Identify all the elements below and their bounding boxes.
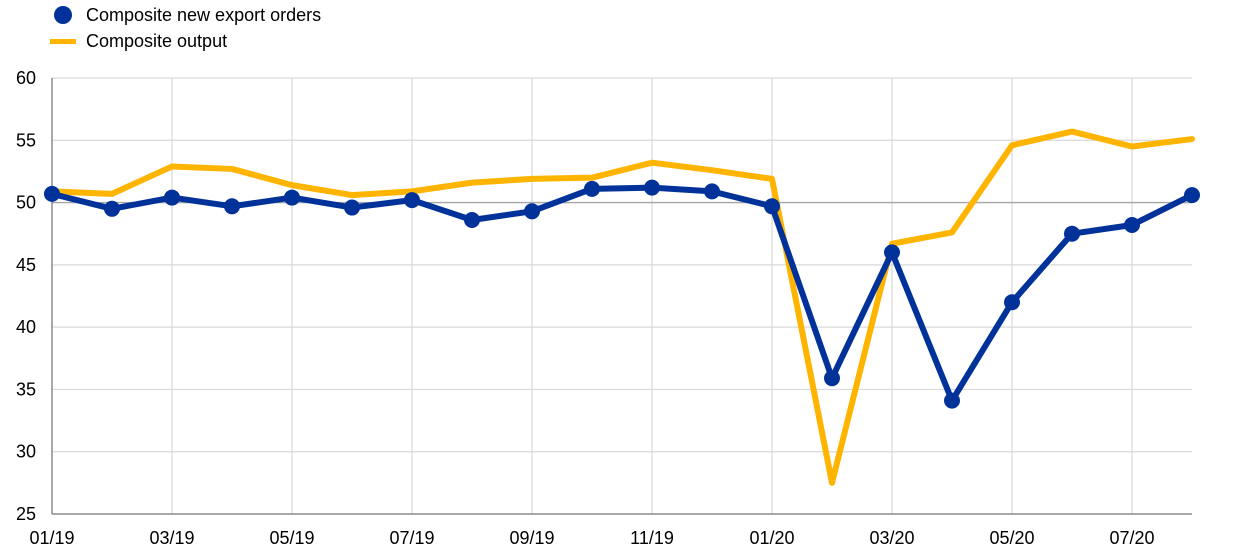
legend-line-marker xyxy=(48,38,78,44)
data-point xyxy=(884,244,900,261)
data-point xyxy=(44,185,60,202)
x-tick-label: 05/19 xyxy=(269,528,314,548)
x-tick-label: 07/19 xyxy=(389,528,434,548)
legend-dot-marker xyxy=(48,6,78,24)
data-point xyxy=(644,179,660,196)
y-tick-label: 30 xyxy=(16,442,36,462)
legend-item-output: Composite output xyxy=(48,28,321,54)
line-marker-icon xyxy=(50,38,76,44)
x-tick-label: 01/20 xyxy=(749,528,794,548)
data-point xyxy=(764,198,780,215)
x-tick-label: 05/20 xyxy=(989,528,1034,548)
x-tick-label: 03/20 xyxy=(869,528,914,548)
data-point xyxy=(704,183,720,200)
legend: Composite new export orders Composite ou… xyxy=(48,2,321,54)
x-tick-label: 07/20 xyxy=(1109,528,1154,548)
data-point xyxy=(944,392,960,409)
x-tick-label: 01/19 xyxy=(29,528,74,548)
legend-label: Composite new export orders xyxy=(86,4,322,25)
data-point xyxy=(1064,225,1080,242)
circle-marker-icon xyxy=(54,6,72,24)
data-point xyxy=(344,199,360,216)
data-point xyxy=(524,203,540,220)
axes: 25 30 35 40 45 50 55 60 01/19 03/19 05/19 07/19 09/1… xyxy=(16,68,1192,548)
x-tick-label: 11/19 xyxy=(630,528,674,548)
y-tick-label: 40 xyxy=(16,317,36,337)
series-line xyxy=(49,184,1195,404)
data-point xyxy=(164,189,180,206)
data-point xyxy=(284,189,300,206)
x-tick-label: 03/19 xyxy=(149,528,194,548)
y-tick-label: 45 xyxy=(16,255,36,275)
legend-item-export-orders: Composite new export orders xyxy=(48,2,321,28)
data-point xyxy=(1184,187,1200,204)
y-tick-label: 35 xyxy=(16,379,36,399)
y-tick-label: 60 xyxy=(16,68,36,88)
data-point xyxy=(1004,294,1020,311)
y-tick-label: 25 xyxy=(16,504,36,524)
legend-label: Composite output xyxy=(86,30,228,51)
series-line xyxy=(49,128,1195,486)
data-point xyxy=(104,200,120,217)
data-point xyxy=(224,198,240,215)
data-point xyxy=(464,212,480,229)
y-tick-label: 50 xyxy=(16,193,36,213)
data-point xyxy=(1124,216,1140,233)
data-point xyxy=(824,370,840,387)
x-tick-label: 09/19 xyxy=(509,528,554,548)
series xyxy=(44,128,1200,486)
data-point xyxy=(584,180,600,197)
y-tick-label: 55 xyxy=(16,130,36,150)
data-point xyxy=(404,192,420,209)
